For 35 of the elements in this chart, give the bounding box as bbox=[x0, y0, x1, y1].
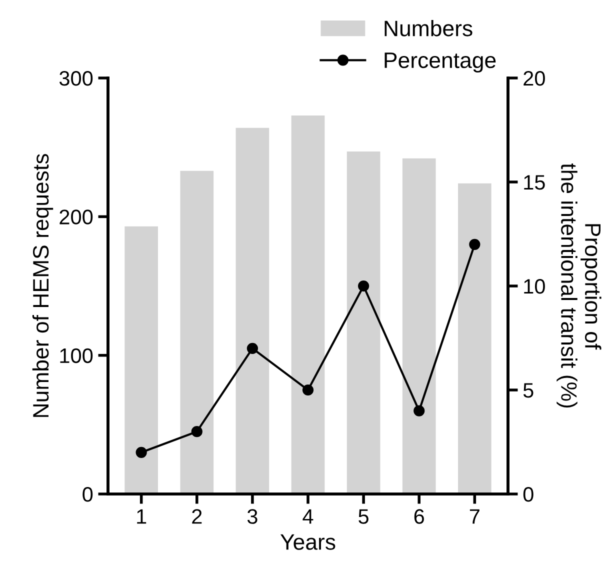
y2-tick-label: 15 bbox=[524, 175, 545, 190]
y2-tick-label: 20 bbox=[524, 71, 545, 86]
x-tick-label: 2 bbox=[192, 509, 202, 524]
y2-tick-label: 10 bbox=[524, 279, 545, 294]
point bbox=[469, 238, 480, 250]
y2-axis-title: Proportion of the intentional transit (%) bbox=[556, 163, 602, 408]
x-tick-label: 5 bbox=[358, 509, 368, 524]
point bbox=[246, 342, 258, 354]
y-tick-label: 300 bbox=[59, 71, 93, 86]
x-axis-title: Years bbox=[280, 534, 336, 550]
bar bbox=[402, 158, 436, 494]
x-tick-label: 7 bbox=[470, 509, 480, 524]
y-tick-label: 200 bbox=[60, 210, 93, 224]
bar bbox=[180, 170, 214, 494]
y-tick-label: 0 bbox=[82, 487, 93, 502]
point bbox=[358, 280, 370, 292]
x-tick-label: 1 bbox=[137, 509, 146, 524]
point bbox=[302, 384, 314, 396]
x-tick-label: 4 bbox=[302, 509, 314, 524]
y2-tick-label: 0 bbox=[523, 487, 534, 502]
x-tick-label: 3 bbox=[247, 509, 258, 524]
y-axis-title: Number of HEMS requests bbox=[32, 154, 54, 417]
bar bbox=[124, 226, 158, 494]
point bbox=[414, 405, 425, 416]
y2-tick-label: 5 bbox=[523, 383, 534, 398]
legend-label: Numbers bbox=[384, 20, 472, 36]
bar bbox=[458, 183, 492, 494]
bar bbox=[236, 128, 270, 494]
point bbox=[191, 426, 202, 438]
x-tick-label: 6 bbox=[414, 509, 424, 524]
bar bbox=[346, 151, 380, 494]
legend-label: Percentage bbox=[384, 52, 496, 73]
bar bbox=[291, 115, 325, 494]
y-tick-label: 100 bbox=[60, 348, 93, 364]
point bbox=[136, 446, 147, 458]
